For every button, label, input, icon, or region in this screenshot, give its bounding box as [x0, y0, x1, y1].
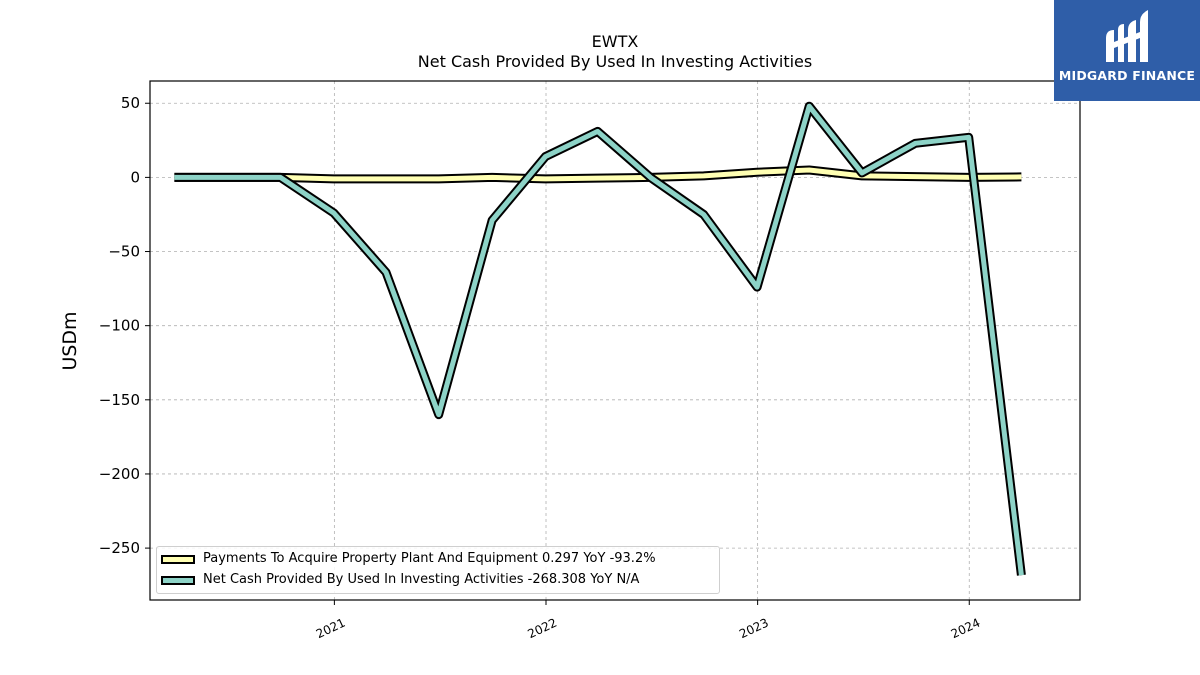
- y-tick-label: −200: [99, 465, 140, 483]
- y-axis-label: USDm: [59, 311, 81, 370]
- midgard-finance-logo: MIDGARD FINANCE: [1054, 0, 1200, 101]
- x-axis: 2021 2022 2023 2024: [314, 600, 982, 641]
- x-tick-label: 2024: [949, 616, 983, 642]
- y-axis: 50 0 −50 −100 −150 −200 −250: [99, 94, 150, 557]
- plot-frame: [149, 80, 1081, 601]
- y-tick-label: 0: [130, 168, 140, 186]
- y-tick-label: −150: [99, 391, 140, 409]
- y-tick-label: −50: [108, 243, 140, 261]
- legend: Payments To Acquire Property Plant And E…: [156, 546, 720, 594]
- series-layer: [174, 101, 1026, 576]
- legend-swatch-investing: [161, 576, 195, 585]
- legend-label-investing: Net Cash Provided By Used In Investing A…: [203, 572, 640, 587]
- grid-lines: [150, 81, 1080, 600]
- y-tick-label: −250: [99, 539, 140, 557]
- y-tick-label: 50: [121, 94, 140, 112]
- y-tick-label: −100: [99, 317, 140, 335]
- legend-swatch-capex: [161, 555, 195, 564]
- logo-text: MIDGARD FINANCE: [1058, 68, 1196, 83]
- x-tick-label: 2022: [526, 616, 560, 642]
- chart-subtitle: Net Cash Provided By Used In Investing A…: [417, 52, 813, 71]
- x-tick-label: 2023: [737, 616, 771, 642]
- chart-title: EWTX: [591, 32, 639, 51]
- logo-mark-icon: [1106, 10, 1148, 62]
- x-tick-label: 2021: [314, 616, 348, 642]
- legend-label-capex: Payments To Acquire Property Plant And E…: [203, 551, 656, 566]
